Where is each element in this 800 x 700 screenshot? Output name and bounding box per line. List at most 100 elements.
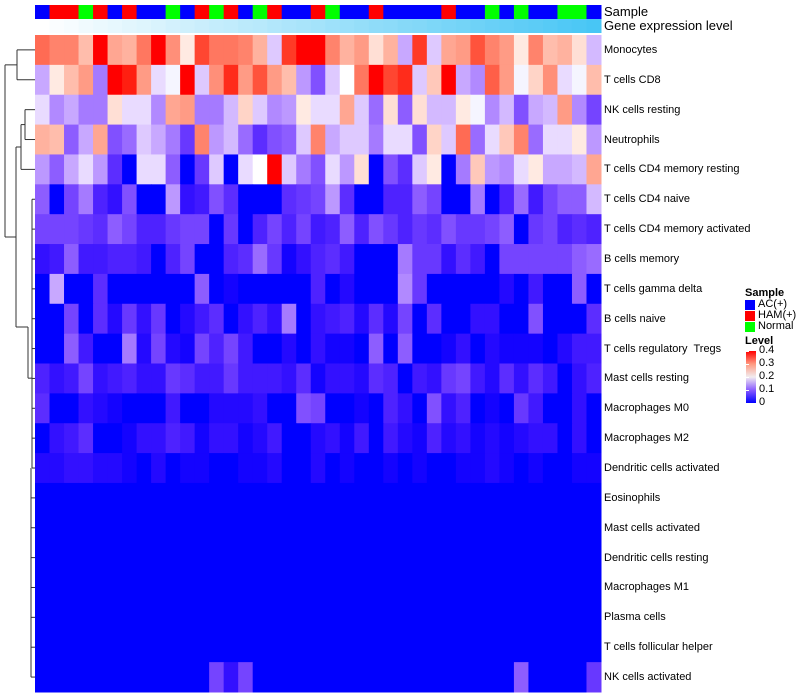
heatmap-cell [368,393,384,424]
heatmap-cell [49,423,65,454]
heatmap-cell [267,542,283,574]
heatmap-cell [165,423,181,454]
heatmap-cell [586,94,602,126]
heatmap-cell [310,423,326,454]
heatmap-cell [383,602,399,633]
heatmap-cell [557,184,573,215]
sample-annotation-cell [455,5,471,19]
heatmap-cell [281,512,297,544]
heatmap-cell [354,124,370,155]
heatmap-cell [267,632,283,663]
heatmap-cell [165,602,181,633]
heatmap-cell [455,184,471,215]
heatmap-cell [180,602,196,633]
heatmap-cell [238,423,254,454]
heatmap-cell [296,64,312,96]
heatmap-cell [49,154,65,185]
heatmap-cell [107,453,123,484]
heatmap-cell [252,662,268,693]
heatmap-cell [499,423,515,454]
heatmap-cell [542,423,558,454]
heatmap-cell [93,482,109,514]
heatmap-cell [252,542,268,574]
heatmap-cell [557,154,573,185]
heatmap-cell [368,662,384,693]
heatmap-cell [455,333,471,364]
heatmap-cells [35,35,602,693]
heatmap-cell [310,154,326,185]
heatmap-cell [78,154,94,185]
heatmap-cell [136,273,152,305]
heatmap-cell [180,184,196,215]
heatmap-cell [455,94,471,126]
heatmap-cell [354,154,370,185]
heatmap-cell [78,244,94,275]
heatmap-cell [151,94,167,126]
heatmap-cell [339,453,355,484]
heatmap-cell [499,662,515,693]
heatmap-cell [281,244,297,275]
heatmap-cell [252,35,268,66]
heatmap-cell [557,124,573,155]
heatmap-cell [223,35,239,66]
row-label: Neutrophils [604,133,660,146]
heatmap-cell [499,94,515,126]
heatmap-cell [180,542,196,574]
heatmap-cell [455,512,471,544]
heatmap-cell [151,482,167,514]
heatmap-cell [571,64,587,96]
heatmap-cell [354,273,370,305]
heatmap-cell [441,423,457,454]
heatmap-cell [238,542,254,574]
heatmap-cell [354,662,370,693]
heatmap-cell [354,214,370,245]
heatmap-cell [542,214,558,245]
heatmap-cell [310,602,326,633]
heatmap-cell [397,572,413,603]
row-label: Dendritic cells resting [604,551,709,564]
heatmap-cell [281,572,297,603]
heatmap-cell [542,154,558,185]
level-tick-label: 0 [759,396,766,408]
heatmap-cell [252,154,268,185]
heatmap-cell [426,94,442,126]
heatmap-cell [35,632,51,663]
heatmap-cell [557,632,573,663]
heatmap-cell [136,453,152,484]
heatmap-cell [586,632,602,663]
heatmap-cell [397,333,413,364]
heatmap-cell [397,453,413,484]
row-label: B cells naive [604,312,666,325]
heatmap-cell [557,602,573,633]
heatmap-cell [470,303,486,335]
heatmap-cell [107,303,123,335]
heatmap-cell [296,423,312,454]
heatmap-cell [165,64,181,96]
heatmap-cell [499,393,515,424]
heatmap-cell [136,35,152,66]
heatmap-cell [209,662,225,693]
heatmap-cell [557,512,573,544]
heatmap-cell [339,393,355,424]
gene-level-annotation-cell [296,19,312,33]
row-label: Macrophages M2 [604,432,689,445]
heatmap-cell [528,423,544,454]
heatmap-cell [310,184,326,215]
heatmap-cell [49,94,65,126]
heatmap-cell [470,602,486,633]
heatmap-cell [513,244,529,275]
heatmap-cell [122,572,138,603]
legend-item: HAM(+) [745,310,796,321]
heatmap-cell [470,244,486,275]
heatmap-cell [339,572,355,603]
heatmap-cell [310,333,326,364]
heatmap-cell [35,124,51,155]
heatmap-cell [238,632,254,663]
heatmap-cell [586,572,602,603]
heatmap-cell [325,393,341,424]
heatmap-cell [136,184,152,215]
sample-annotation-cell [470,5,486,19]
heatmap-cell [49,35,65,66]
heatmap-cell [484,94,500,126]
heatmap-cell [412,184,428,215]
